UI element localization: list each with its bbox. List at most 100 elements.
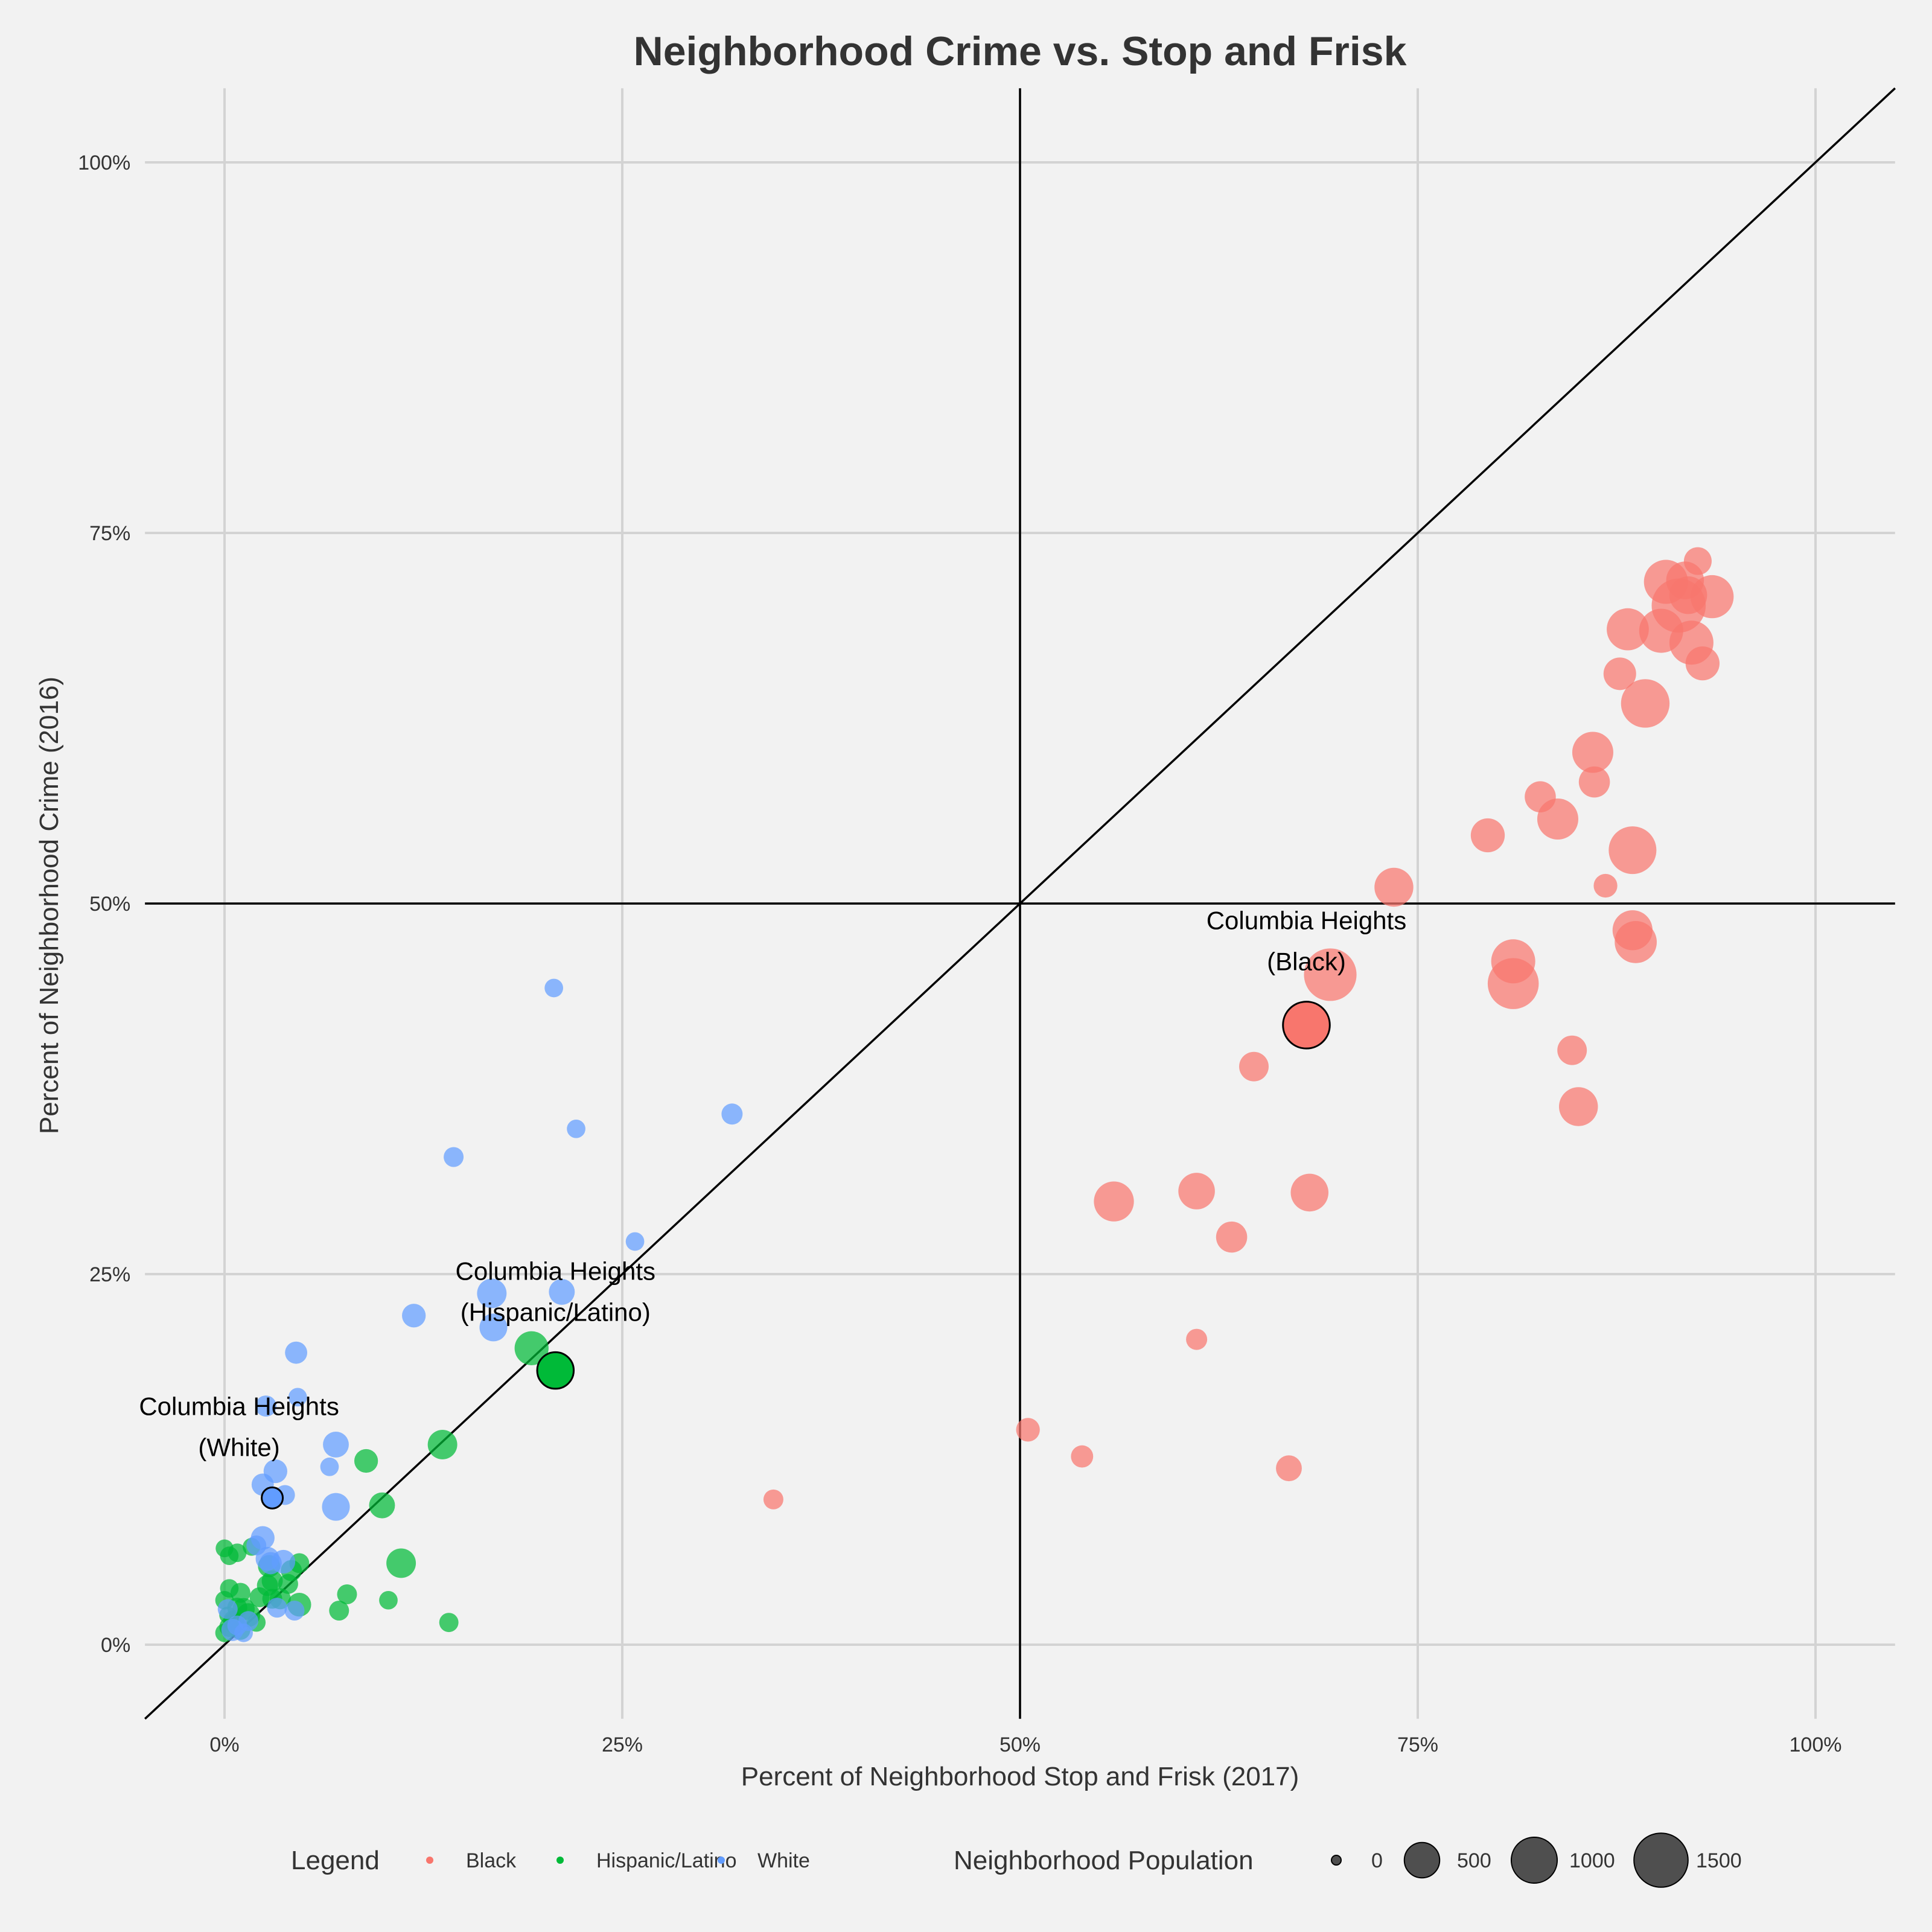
legend-size-label: 1000 (1569, 1849, 1615, 1872)
point-black (1470, 818, 1505, 853)
legend-size-label: 0 (1371, 1849, 1383, 1872)
legend-size-swatch (1633, 1832, 1689, 1888)
point-white (323, 1432, 349, 1458)
y-tick-label: 0% (101, 1634, 130, 1657)
point-black (763, 1489, 783, 1510)
point-black (1683, 547, 1712, 575)
x-tick-label: 50% (999, 1733, 1041, 1756)
point-white (263, 1459, 287, 1484)
point-hispanic-latino (329, 1601, 349, 1621)
point-hispanic-latino (427, 1429, 457, 1459)
highlighted-point (261, 1486, 284, 1510)
point-black (1216, 1221, 1248, 1253)
legend-color-swatch (556, 1857, 564, 1864)
legend-size-label: 1500 (1696, 1849, 1742, 1872)
y-axis-title: Percent of Neighborhood Crime (2016) (34, 677, 64, 1134)
legend-color-label: Hispanic/Latino (596, 1849, 736, 1872)
legend-color-entries: Black Hispanic/Latino White (426, 1849, 810, 1872)
x-tick-label: 25% (602, 1733, 643, 1756)
point-black (1607, 608, 1649, 651)
point-white (288, 1388, 307, 1407)
point-white (217, 1599, 238, 1619)
legend-color-swatch (718, 1857, 725, 1864)
point-hispanic-latino (354, 1449, 378, 1473)
legend-size-swatch (1331, 1855, 1342, 1866)
point-black (1094, 1181, 1134, 1222)
point-black (1593, 873, 1618, 898)
point-black (1487, 958, 1539, 1009)
highlighted-point (536, 1351, 575, 1390)
chart-title: Neighborhood Crime vs. Stop and Frisk (634, 28, 1407, 74)
point-white (267, 1598, 287, 1618)
highlighted-point (1282, 1001, 1331, 1050)
point-black (1276, 1455, 1302, 1482)
point-black (1603, 657, 1636, 690)
point-black (1621, 679, 1670, 728)
point-black (1016, 1418, 1040, 1442)
point-black (1186, 1328, 1208, 1350)
point-black (1374, 867, 1414, 907)
legend: Legend Black Hispanic/Latino White Neighbo… (291, 1832, 1742, 1888)
annotation-label-line1: Columbia Heights (456, 1257, 656, 1285)
point-black (1559, 1087, 1598, 1126)
point-hispanic-latino (369, 1492, 395, 1519)
point-black (1578, 766, 1610, 798)
point-white (479, 1313, 508, 1342)
point-hispanic-latino (228, 1543, 247, 1563)
legend-size-swatch (1403, 1841, 1441, 1879)
point-white (721, 1103, 743, 1125)
legend-color-label: Black (466, 1849, 517, 1872)
point-white (444, 1147, 464, 1167)
point-white (238, 1611, 259, 1631)
point-hispanic-latino (261, 1570, 283, 1592)
y-tick-label: 50% (89, 893, 130, 916)
point-white (477, 1278, 507, 1309)
point-white (322, 1493, 350, 1521)
point-white (284, 1601, 305, 1621)
point-black (1690, 575, 1734, 619)
x-tick-label: 100% (1790, 1733, 1842, 1756)
point-black (1239, 1051, 1269, 1082)
x-axis-title: Percent of Neighborhood Stop and Frisk (… (741, 1762, 1299, 1791)
y-tick-label: 100% (78, 151, 130, 174)
point-white (549, 1279, 575, 1305)
annotation-label-line2: (Black) (1267, 948, 1346, 976)
point-white (402, 1304, 426, 1328)
point-black (1685, 646, 1720, 681)
point-black (1615, 920, 1657, 963)
point-white (271, 1549, 296, 1574)
point-hispanic-latino (386, 1548, 416, 1578)
legend-size-title: Neighborhood Population (954, 1846, 1254, 1875)
x-tick-label: 75% (1397, 1733, 1438, 1756)
data-points (215, 547, 1734, 1642)
point-black (1178, 1173, 1215, 1210)
point-black (1608, 826, 1657, 875)
point-white (320, 1457, 339, 1476)
point-hispanic-latino (379, 1590, 398, 1610)
point-hispanic-latino (337, 1584, 357, 1604)
point-black (1304, 948, 1357, 1001)
point-black (1071, 1445, 1094, 1468)
annotation-label-line1: Columbia Heights (1207, 907, 1407, 935)
x-tick-label: 0% (209, 1733, 239, 1756)
point-hispanic-latino (230, 1583, 250, 1603)
point-black (1572, 732, 1613, 773)
point-black (1557, 1035, 1587, 1065)
annotation-label-line1: Columbia Heights (139, 1392, 339, 1420)
legend-color-swatch (426, 1857, 433, 1864)
point-hispanic-latino (439, 1613, 459, 1633)
tick-labels: 0% 25% 50% 75% 100% 0% 25% 50% 75% 100% (78, 151, 1841, 1756)
point-white (567, 1119, 585, 1138)
annotation-label-line2: (White) (198, 1433, 279, 1461)
legend-size-entries: 0 500 1000 1500 (1331, 1832, 1742, 1888)
y-tick-label: 75% (89, 522, 130, 545)
legend-color-label: White (757, 1849, 810, 1872)
annotation-label-line2: (Hispanic/Latino) (461, 1298, 651, 1326)
highlighted-points: Columbia Heights (Black) Columbia Heights (… (139, 907, 1407, 1510)
legend-size-swatch (1510, 1836, 1558, 1884)
point-white (285, 1341, 308, 1364)
point-hispanic-latino (514, 1331, 549, 1365)
legend-size-label: 500 (1457, 1849, 1491, 1872)
point-white (255, 1395, 277, 1417)
